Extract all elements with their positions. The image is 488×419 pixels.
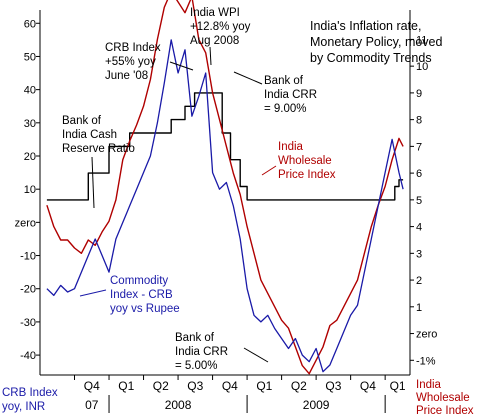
- left-tick-label: 60: [24, 18, 36, 30]
- crb-label-line-2: Index - CRB: [110, 289, 173, 301]
- x-tick-label: Q1: [118, 379, 134, 393]
- crr-low-pointer: [243, 347, 269, 363]
- right-tick-group: 11 10 9 8 7 6 5 4 3 2 1 zero -1%: [410, 34, 437, 367]
- right-tick-label: -1%: [416, 355, 436, 367]
- crr-low-annotation-line-2: India CRR: [175, 346, 228, 358]
- title-line-1: India's Inflation rate,: [310, 19, 421, 33]
- left-tick-label: 40: [24, 85, 36, 97]
- left-tick-label: -10: [20, 251, 36, 263]
- right-tick-label: 5: [416, 195, 422, 207]
- right-tick-label: zero: [416, 329, 437, 341]
- x-tick-label: Q2: [153, 379, 169, 393]
- crr-high-annotation-line-2: India CRR: [264, 89, 317, 101]
- crr-label-line-2: India Cash: [62, 129, 117, 141]
- crr-low-annotation-line-3: = 5.00%: [175, 360, 218, 372]
- crr-high-annotation-line-3: = 9.00%: [264, 103, 307, 115]
- title-line-3: by Commodity Trends: [310, 51, 432, 65]
- left-tick-label: -30: [20, 317, 36, 329]
- x-tick-label: Q4: [360, 379, 376, 393]
- wpi-peak-annotation-line-1: India WPI: [190, 7, 240, 19]
- right-tick-label: 10: [416, 61, 428, 73]
- wpi-peak-annotation-line-2: +12.8% yoy: [190, 21, 251, 33]
- left-tick-label: 20: [24, 151, 36, 163]
- crb-peak-annotation-line-2: +55% yoy: [105, 56, 156, 68]
- left-tick-label: -20: [20, 284, 36, 296]
- right-tick-label: 9: [416, 88, 422, 100]
- crr-label-line-1: Bank of: [62, 115, 102, 127]
- crr-label-pointer: [91, 156, 95, 209]
- left-tick-label: zero: [15, 217, 36, 229]
- x-year-label: 07: [85, 398, 99, 412]
- right-tick-label: 8: [416, 115, 422, 127]
- x-year-label: 2009: [303, 398, 330, 412]
- x-tick-label: Q4: [222, 379, 238, 393]
- crb-peak-annotation-line-1: CRB Index: [105, 42, 161, 54]
- x-year-label: 2008: [165, 398, 192, 412]
- left-tick-label: 50: [24, 51, 36, 63]
- x-tick-group: Q4 Q1 Q2 Q3 Q4 Q1 Q2 Q3 Q4 Q1 07 2008 2009: [74, 375, 406, 413]
- crr-high-annotation-line-1: Bank of: [264, 75, 304, 87]
- x-tick-label: Q4: [84, 379, 100, 393]
- x-tick-label: Q3: [325, 379, 341, 393]
- series-layer: [46, 0, 404, 375]
- crb-peak-pointer: [169, 61, 194, 71]
- wpi-label-pointer: [261, 165, 277, 176]
- crr-label-line-3: Reserve Ratio: [62, 143, 135, 155]
- x-tick-label: Q2: [291, 379, 307, 393]
- right-tick-label: 2: [416, 275, 422, 287]
- x-tick-label: Q1: [256, 379, 272, 393]
- crb-label-line-3: yoy vs Rupee: [110, 303, 180, 315]
- left-tick-group: 60 50 40 30 20 10 zero -10 -20 -30 -40: [15, 18, 40, 362]
- right-tick-label: 6: [416, 168, 422, 180]
- right-axis-label-line-2: Wholesale: [416, 392, 470, 404]
- crb-label-line-1: Commodity: [110, 275, 168, 287]
- left-tick-label: 10: [24, 184, 36, 196]
- right-axis-label-line-1: India: [416, 379, 442, 391]
- x-tick-label: Q3: [187, 379, 203, 393]
- wpi-label-line-3: Price Index: [278, 169, 336, 181]
- wpi-label-line-2: Wholesale: [278, 155, 332, 167]
- crb-label-pointer: [79, 289, 107, 297]
- crb-series-line: [46, 39, 404, 373]
- crb-peak-annotation-line-3: June '08: [105, 70, 148, 82]
- right-tick-label: 3: [416, 248, 422, 260]
- crr-high-pointer: [233, 71, 263, 85]
- left-axis-label-line-1: CRB Index: [2, 387, 58, 399]
- wpi-series-line: [46, 0, 404, 375]
- crr-series-line: [46, 92, 404, 201]
- title-line-2: Monetary Policy, moved: [310, 35, 443, 49]
- wpi-label-line-1: India: [278, 141, 304, 153]
- right-axis-label-line-3: Price Index: [416, 405, 474, 417]
- crr-low-annotation-line-1: Bank of: [175, 332, 215, 344]
- right-tick-label: 4: [416, 222, 422, 234]
- left-tick-label: 30: [24, 118, 36, 130]
- x-tick-label: Q1: [390, 379, 406, 393]
- right-tick-label: 1: [416, 302, 422, 314]
- left-tick-label: -40: [20, 350, 36, 362]
- left-axis-label-line-2: yoy, INR: [2, 401, 45, 413]
- wpi-peak-pointer: [209, 46, 212, 66]
- right-tick-label: 11: [416, 34, 427, 46]
- right-tick-label: 7: [416, 141, 422, 153]
- wpi-peak-annotation-line-3: Aug 2008: [190, 35, 239, 47]
